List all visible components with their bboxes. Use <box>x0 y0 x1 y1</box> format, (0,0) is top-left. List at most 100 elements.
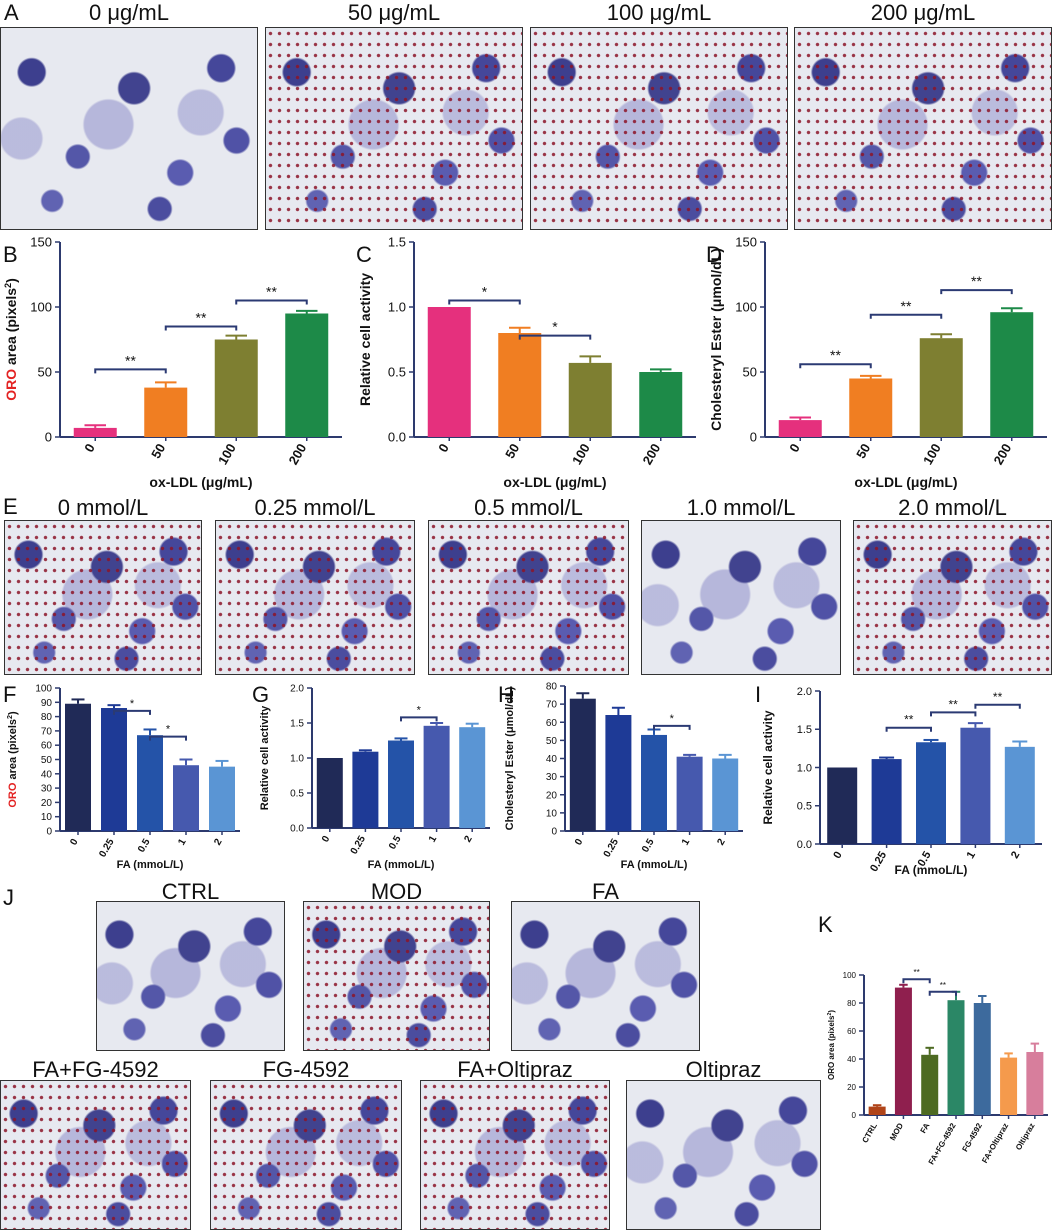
y-tick-label: 0.5 <box>388 365 406 380</box>
x-tick-label: 0 <box>435 441 452 455</box>
significance-label: * <box>670 713 675 725</box>
x-tick-label: 0.5 <box>136 837 153 855</box>
y-tick-label: 30 <box>41 784 53 795</box>
y-tick-label: 40 <box>546 754 558 765</box>
bar <box>916 742 946 844</box>
significance-label: * <box>166 724 171 736</box>
y-tick-label: 100 <box>35 684 52 695</box>
y-tick-label: 0.5 <box>797 801 812 813</box>
x-tick-label: 0.25 <box>97 837 116 860</box>
significance-bracket <box>113 709 151 715</box>
x-tick-label: 2 <box>212 837 225 848</box>
x-tick-label: CTRL <box>860 1121 879 1144</box>
x-tick-label: 0 <box>68 837 81 848</box>
y-tick-label: 2.0 <box>797 686 812 698</box>
y-tick-label: 100 <box>843 971 857 980</box>
y-tick-label: 0 <box>852 1111 857 1120</box>
y-tick-label: 100 <box>30 300 52 315</box>
y-tick-label: 0.0 <box>290 824 304 835</box>
y-axis-label-part: ORO <box>3 369 19 401</box>
y-tick-label: 150 <box>30 235 52 250</box>
panel-label-b: B <box>3 242 18 267</box>
significance-bracket <box>799 363 872 369</box>
bar <box>459 727 486 828</box>
x-tick-label: MOD <box>888 1121 905 1142</box>
panel-label-h: H <box>498 682 514 707</box>
panel-label-a: A <box>4 0 19 25</box>
significance-label: ** <box>940 981 946 990</box>
image-title-fa-fg4592: FA+FG-4592 <box>32 1057 159 1082</box>
panel-label-j: J <box>3 885 14 910</box>
micrograph-e5 <box>853 520 1052 675</box>
bar <box>605 715 632 831</box>
image-title-a4: 200 μg/mL <box>870 0 976 25</box>
significance-label: * <box>417 704 422 716</box>
significance-bracket <box>653 724 691 730</box>
y-tick-label: 40 <box>41 769 53 780</box>
chart-i: 0.00.51.01.52.00 0.25 0.5 1 2******FA (mmoL/… <box>761 686 1042 877</box>
x-tick-label: 0.25 <box>349 834 368 857</box>
y-tick-label: 1.0 <box>290 754 304 765</box>
x-tick-label: 100 <box>569 441 593 467</box>
y-tick-label: 2.0 <box>290 684 304 695</box>
micrograph-a2 <box>265 27 523 230</box>
x-axis-label: FA (mmoL/L) <box>895 863 968 877</box>
significance-label: ** <box>196 310 207 326</box>
y-axis-label-part: area (pixels <box>7 719 19 783</box>
image-title-a1: 0 μg/mL <box>89 0 169 25</box>
y-axis-label: Cholesteryl Ester (μmol/dL) <box>708 248 724 431</box>
image-title-fg4592: FG-4592 <box>262 1057 350 1082</box>
significance-label: * <box>482 284 488 300</box>
significance-bracket <box>940 289 1013 295</box>
y-axis-label: Cholesteryl Ester (μmol/dL) <box>504 686 516 830</box>
x-axis-label: FA (mmoL/L) <box>368 859 435 871</box>
x-tick-label: 0 <box>786 441 803 455</box>
micrograph-fa-oltipraz <box>420 1080 610 1230</box>
image-title-ctrl: CTRL <box>161 879 220 904</box>
x-tick-label: 2 <box>462 834 475 845</box>
panel-label-e: E <box>3 494 18 519</box>
y-tick-label: 20 <box>41 798 53 809</box>
x-axis-label: ox-LDL (μg/mL) <box>503 474 606 490</box>
y-tick-label: 1.5 <box>290 719 304 730</box>
bar <box>1004 746 1035 844</box>
micrograph-fg4592 <box>210 1080 402 1230</box>
significance-bracket <box>869 313 943 319</box>
bar <box>871 759 902 844</box>
y-axis-label-part: 2 <box>827 1013 833 1016</box>
y-tick-label: 50 <box>38 365 52 380</box>
bar <box>868 1106 886 1115</box>
panel-label-f: F <box>3 682 17 707</box>
y-tick-label: 60 <box>41 741 53 752</box>
x-axis-label: ox-LDL (μg/mL) <box>854 474 957 490</box>
y-tick-label: 100 <box>735 300 757 315</box>
x-tick-label: 2 <box>715 837 728 848</box>
panel-label-d: D <box>706 242 722 267</box>
y-tick-label: 50 <box>41 755 53 766</box>
significance-label: ** <box>266 284 277 300</box>
y-axis-label: Relative cell activity <box>259 705 271 810</box>
x-tick-label: 200 <box>286 441 310 467</box>
y-tick-label: 60 <box>546 718 558 729</box>
bar <box>137 735 163 831</box>
bar <box>316 758 343 828</box>
bar <box>1000 1057 1018 1115</box>
y-tick-label: 1.5 <box>797 724 812 736</box>
significance-bracket <box>885 726 932 732</box>
y-tick-label: 50 <box>743 365 757 380</box>
bar <box>919 338 963 437</box>
x-axis-label: FA (mmoL/L) <box>117 859 184 871</box>
significance-label: ** <box>913 968 919 977</box>
y-axis-label-text: Relative cell activity <box>357 273 373 406</box>
chart-d: 0 50 100 150 0 50 100 200 ** ** ** ox-LDL (μg/mL) Ch… <box>708 235 1047 490</box>
x-tick-label: 0 <box>831 850 844 861</box>
x-tick-label: 0 <box>81 441 98 455</box>
x-tick-label: 0 <box>573 837 586 848</box>
y-axis-label: ORO area (pixels2) <box>6 711 19 808</box>
y-axis-label-part: area (pixels <box>3 288 19 369</box>
y-axis-label: Relative cell activity <box>761 710 775 824</box>
micrograph-a3 <box>530 27 788 230</box>
bar <box>973 1003 991 1115</box>
y-axis-label: ORO area (pixels2) <box>827 1010 836 1080</box>
chart-g: 0.0 0.5 1.0 1.5 2.0 0 0.25 0.5 1 2 * FA (mmoL/L) Rel… <box>259 684 490 871</box>
